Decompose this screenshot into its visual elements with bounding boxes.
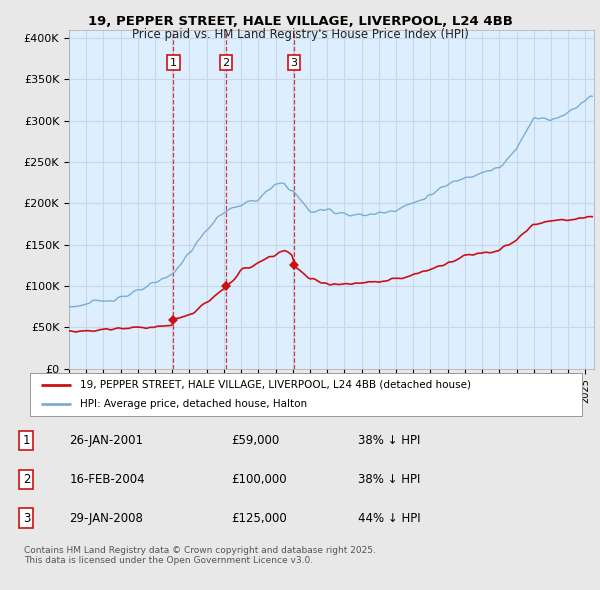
Text: 44% ↓ HPI: 44% ↓ HPI	[358, 512, 420, 525]
Text: 16-FEB-2004: 16-FEB-2004	[70, 473, 145, 486]
Text: Price paid vs. HM Land Registry's House Price Index (HPI): Price paid vs. HM Land Registry's House …	[131, 28, 469, 41]
Text: 29-JAN-2008: 29-JAN-2008	[70, 512, 143, 525]
Text: 26-JAN-2001: 26-JAN-2001	[70, 434, 143, 447]
Text: 1: 1	[170, 58, 177, 68]
Text: 38% ↓ HPI: 38% ↓ HPI	[358, 434, 420, 447]
Text: 2: 2	[223, 58, 230, 68]
Text: 2: 2	[23, 473, 30, 486]
Text: £59,000: £59,000	[231, 434, 279, 447]
Text: 38% ↓ HPI: 38% ↓ HPI	[358, 473, 420, 486]
Text: 3: 3	[290, 58, 298, 68]
Text: HPI: Average price, detached house, Halton: HPI: Average price, detached house, Halt…	[80, 399, 307, 409]
Text: 19, PEPPER STREET, HALE VILLAGE, LIVERPOOL, L24 4BB: 19, PEPPER STREET, HALE VILLAGE, LIVERPO…	[88, 15, 512, 28]
Text: £100,000: £100,000	[231, 473, 287, 486]
Text: Contains HM Land Registry data © Crown copyright and database right 2025.
This d: Contains HM Land Registry data © Crown c…	[24, 546, 376, 565]
Text: 3: 3	[23, 512, 30, 525]
Text: 19, PEPPER STREET, HALE VILLAGE, LIVERPOOL, L24 4BB (detached house): 19, PEPPER STREET, HALE VILLAGE, LIVERPO…	[80, 380, 470, 390]
Text: 1: 1	[23, 434, 30, 447]
Text: £125,000: £125,000	[231, 512, 287, 525]
